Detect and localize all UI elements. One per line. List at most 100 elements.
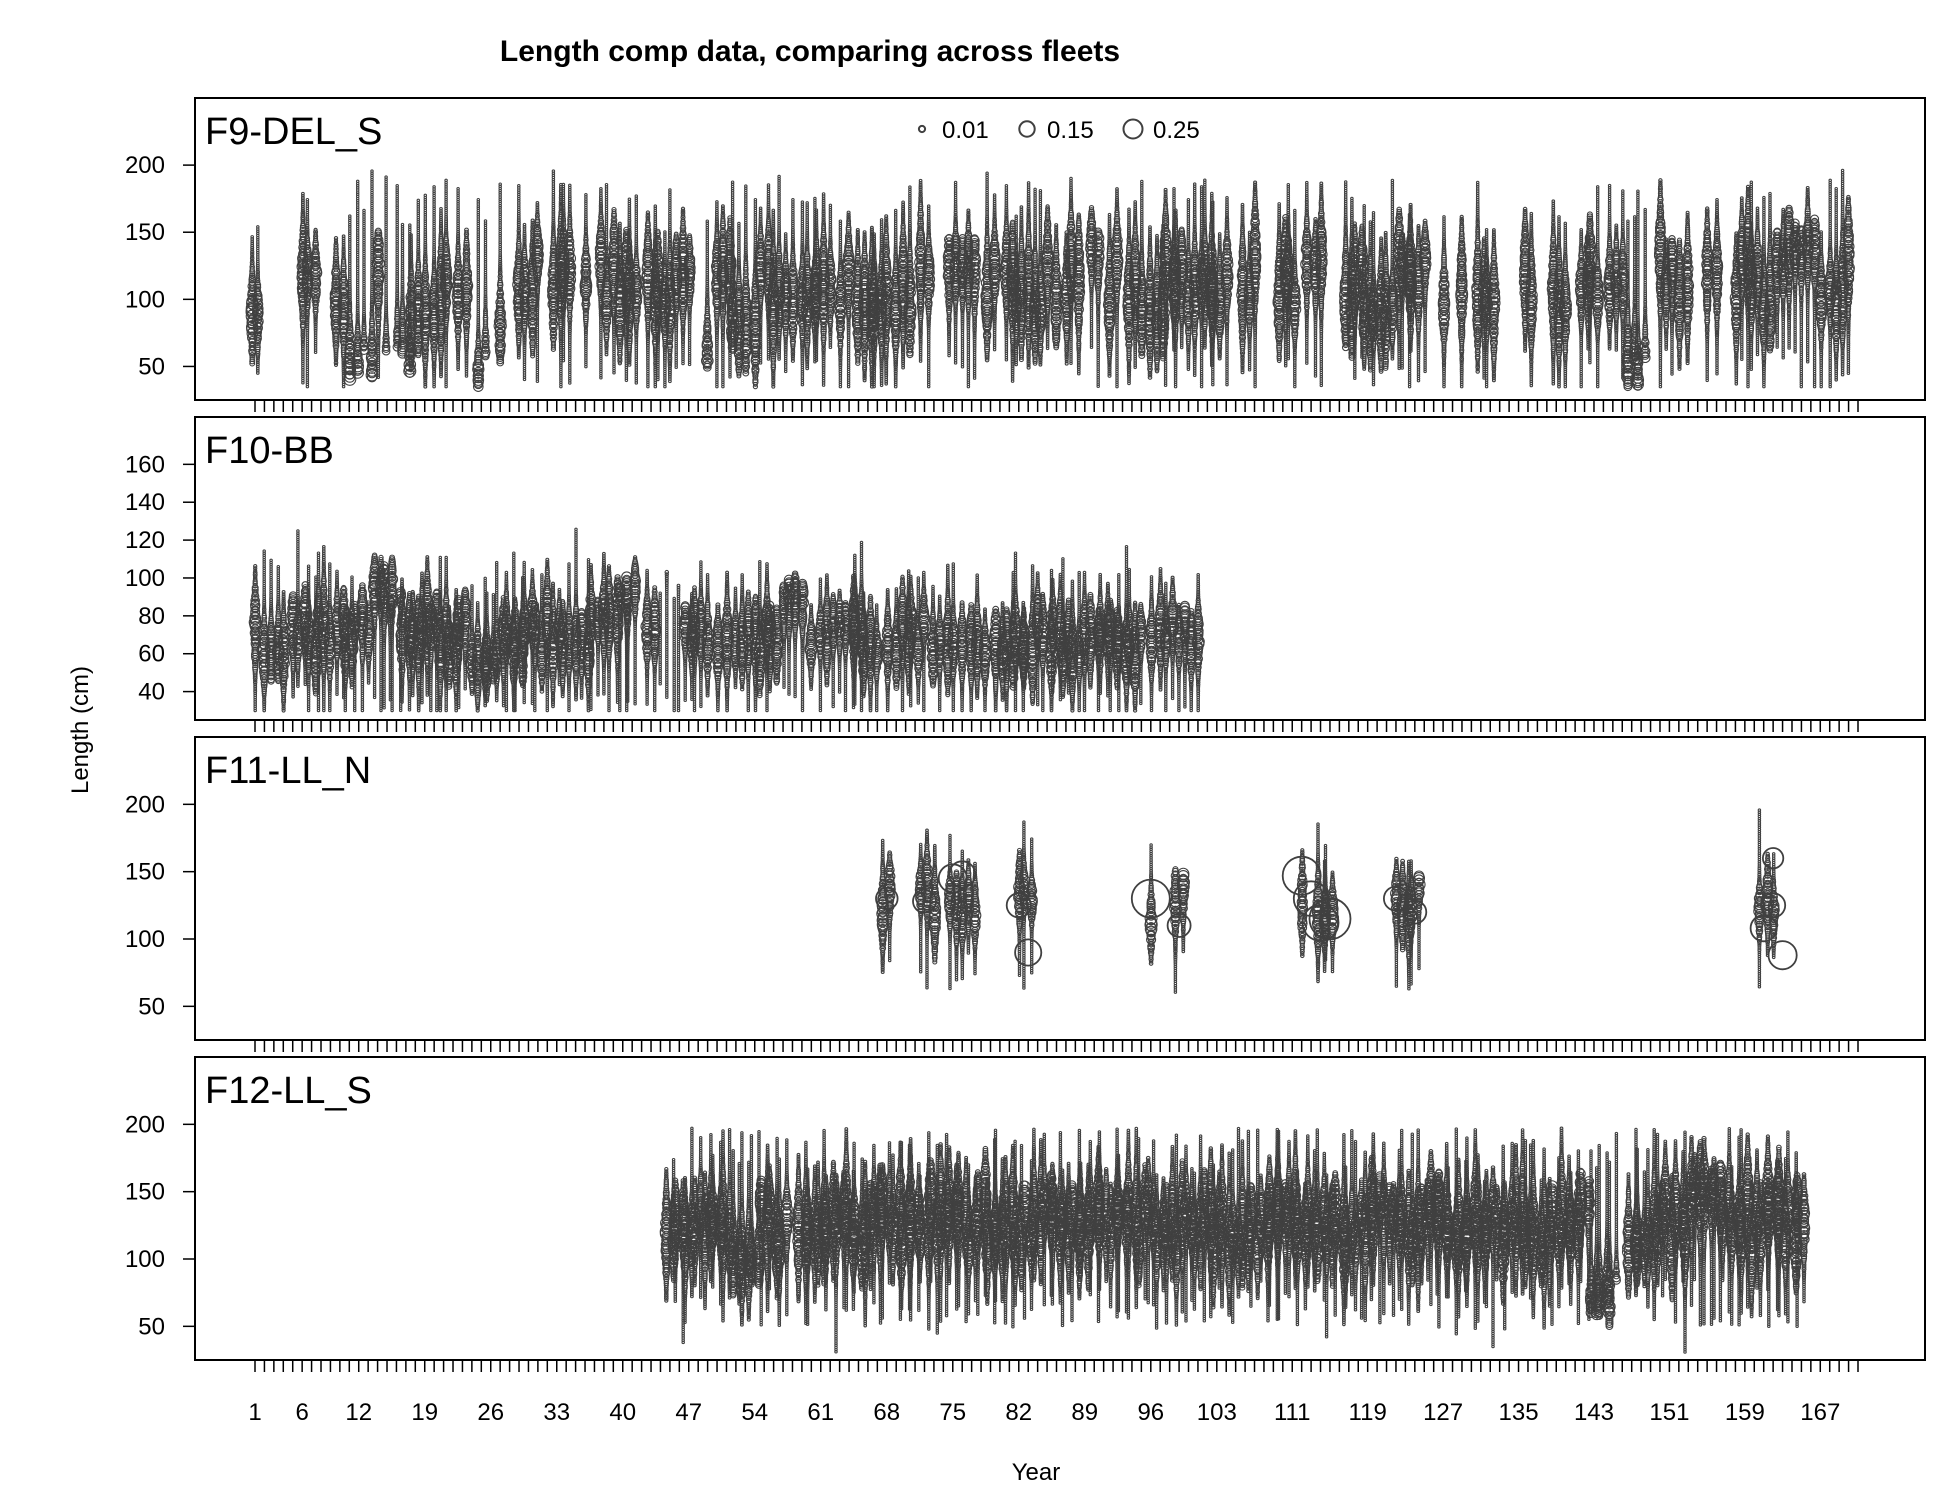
bubble	[255, 265, 260, 270]
bubble	[255, 274, 261, 279]
bubble	[300, 204, 305, 209]
bubble	[483, 219, 488, 223]
bubble	[341, 234, 346, 239]
bubble	[362, 208, 366, 213]
bubble	[312, 247, 320, 255]
bubble	[498, 182, 502, 186]
bubble	[300, 341, 306, 347]
bubble	[255, 269, 261, 275]
bubble	[310, 274, 321, 285]
bubble	[300, 330, 306, 336]
bubble	[303, 253, 312, 262]
bubble	[253, 298, 262, 307]
panel-frame	[194, 97, 1926, 401]
bubble	[312, 306, 319, 313]
bubble	[255, 362, 260, 367]
bubble	[313, 324, 318, 329]
bubble	[444, 178, 448, 183]
bubble	[255, 267, 260, 272]
bubble	[312, 241, 320, 249]
bubble	[355, 179, 360, 184]
bubble	[753, 197, 758, 202]
bubble	[311, 281, 320, 291]
bubble	[300, 208, 306, 214]
bubble	[551, 169, 556, 173]
bubble	[305, 320, 310, 325]
y-tick-label: 50	[138, 353, 165, 380]
bubble	[249, 255, 255, 261]
bubble	[305, 197, 310, 202]
bubble	[584, 193, 588, 197]
bubble	[304, 303, 311, 311]
bubble	[522, 222, 527, 227]
bubble	[305, 317, 310, 323]
bubble	[305, 315, 310, 321]
bubble	[300, 337, 306, 342]
bubble	[255, 263, 260, 268]
bubble	[247, 288, 257, 298]
bubble	[517, 184, 521, 188]
bubble	[250, 247, 255, 252]
bubble	[561, 182, 566, 187]
bubble	[253, 334, 262, 343]
bubble	[535, 201, 540, 205]
bubble	[249, 354, 256, 360]
bubble	[250, 251, 255, 257]
bubble	[720, 204, 725, 209]
bubble	[766, 183, 771, 187]
bubble	[247, 281, 257, 292]
bubble	[300, 348, 305, 353]
bubble	[313, 229, 319, 235]
bubble	[305, 223, 310, 228]
bubble	[305, 233, 310, 239]
bubble	[305, 322, 310, 327]
bubble	[333, 358, 339, 363]
bubble	[300, 196, 305, 200]
bubble	[251, 306, 264, 319]
bubble	[255, 360, 260, 365]
bubble	[604, 182, 609, 187]
bubble	[408, 223, 412, 227]
bubble	[300, 333, 306, 338]
bubble	[313, 227, 318, 233]
bubble	[348, 214, 352, 218]
bubble	[305, 229, 310, 235]
bubble	[250, 243, 255, 248]
bubble	[400, 222, 405, 227]
bubble	[599, 187, 603, 191]
bubble	[705, 219, 710, 223]
y-tick-label: 100	[125, 286, 165, 313]
bubble	[663, 230, 667, 234]
bubble	[300, 202, 305, 207]
bubble	[384, 175, 388, 179]
bubble	[304, 301, 311, 309]
bubble	[249, 260, 255, 266]
panel-label: F9-DEL_S	[205, 111, 382, 153]
bubble	[313, 326, 318, 331]
bubble	[300, 206, 305, 211]
bubble	[250, 249, 255, 255]
bubble	[254, 287, 262, 295]
bubble	[568, 183, 572, 188]
bubble	[250, 235, 255, 239]
bubble	[255, 277, 261, 284]
bubble	[300, 217, 306, 222]
bubble	[249, 262, 255, 268]
bubble	[423, 193, 428, 198]
length-comp-marks	[245, 168, 1855, 392]
bubble	[312, 245, 319, 253]
bubble	[456, 187, 460, 191]
bubble	[309, 264, 322, 278]
bubble	[250, 258, 255, 263]
bubble	[627, 197, 632, 202]
bubble	[305, 225, 310, 230]
bubble	[305, 324, 310, 329]
bubble	[246, 295, 259, 308]
bubble	[305, 227, 310, 232]
bubble	[300, 346, 305, 351]
bubble	[758, 206, 763, 211]
bubble	[300, 200, 305, 205]
bubble	[310, 257, 321, 267]
bubble	[254, 283, 262, 291]
